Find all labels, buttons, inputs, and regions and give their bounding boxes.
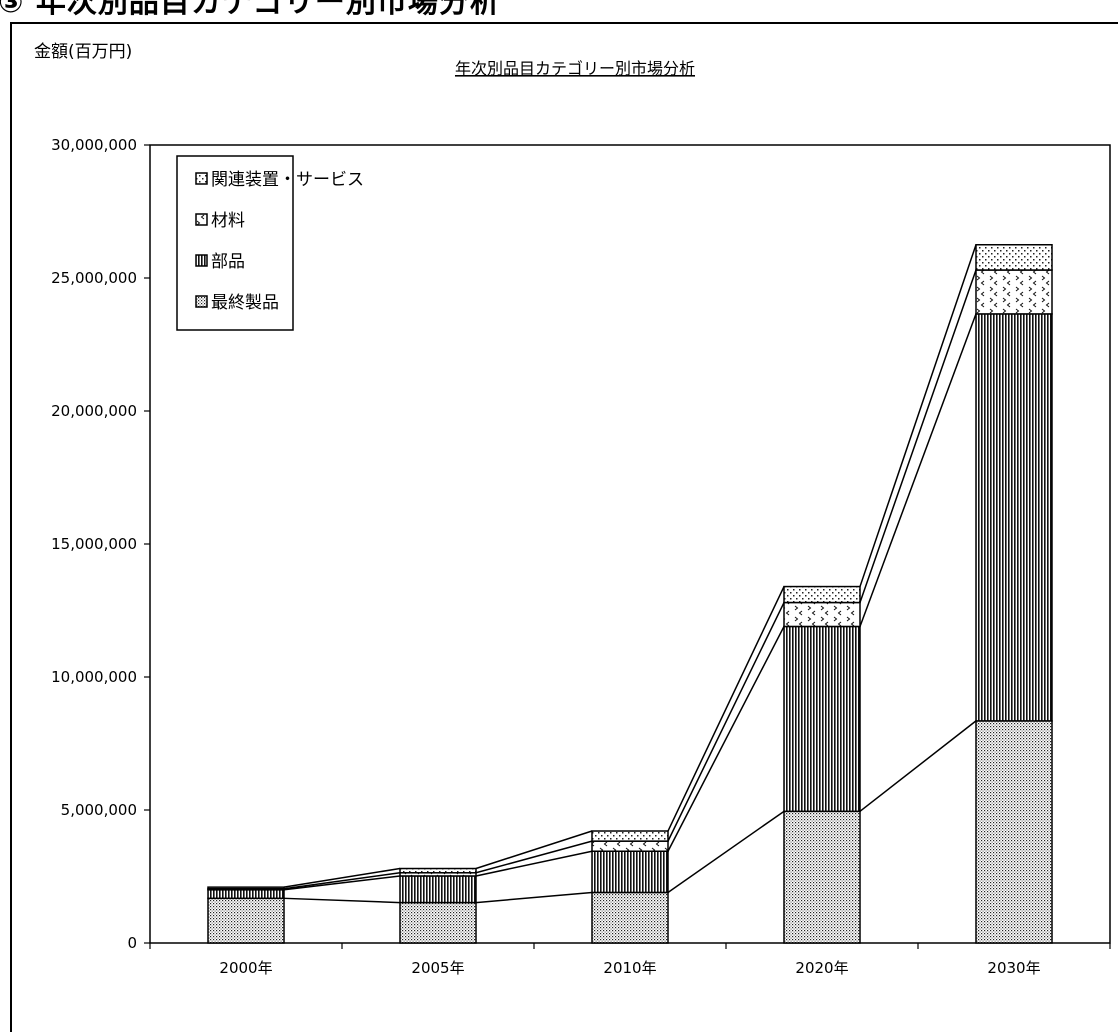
bar-segment-2005-series-4 — [399, 867, 477, 874]
legend-label: 材料 — [211, 211, 245, 231]
y-tick-label: 15,000,000 — [51, 535, 137, 553]
bar-segment-2030-series-3 — [975, 269, 1053, 315]
x-tick-label: 2020年 — [795, 959, 848, 977]
bar-segment-2030-series-1 — [975, 720, 1053, 944]
legend-swatch — [195, 254, 208, 267]
y-tick-label: 10,000,000 — [51, 668, 137, 686]
series-line-2 — [667, 626, 785, 852]
legend-label: 関連装置・サービス — [211, 170, 364, 190]
series-line-4 — [667, 586, 785, 832]
y-axis-unit-label: 金額(百万円) — [34, 42, 133, 62]
series-line-4 — [475, 830, 593, 870]
bar-segment-2005-series-2 — [399, 875, 477, 904]
y-tick-label: 30,000,000 — [51, 136, 137, 154]
bar-segment-2010-series-2 — [591, 850, 669, 894]
legend-swatch — [195, 172, 208, 185]
series-line-2 — [859, 313, 977, 627]
legend-label: 最終製品 — [211, 293, 279, 313]
series-line-3 — [859, 269, 977, 603]
bar-segment-2020-series-3 — [783, 601, 861, 628]
bar-segment-2020-series-1 — [783, 810, 861, 944]
series-line-3 — [667, 602, 785, 842]
series-line-4 — [859, 244, 977, 587]
y-tick-label: 20,000,000 — [51, 402, 137, 420]
bar-segment-2010-series-3 — [591, 840, 669, 852]
legend-swatch — [195, 213, 208, 226]
plot-area — [149, 144, 1111, 944]
bar-segment-2020-series-2 — [783, 625, 861, 813]
chart-frame — [10, 22, 1118, 1032]
x-tick-label: 2000年 — [219, 959, 272, 977]
bar-segment-2005-series-1 — [399, 901, 477, 944]
bar-segment-2000-series-2 — [207, 889, 285, 900]
legend-swatch — [195, 295, 208, 308]
bar-segment-2010-series-4 — [591, 830, 669, 842]
bar-segment-2030-series-2 — [975, 313, 1053, 722]
series-line-3 — [283, 872, 401, 890]
series-connector-lines — [283, 244, 977, 904]
y-tick-label: 5,000,000 — [61, 801, 137, 819]
x-tick-label: 2030年 — [987, 959, 1040, 977]
bar-segment-2020-series-4 — [783, 585, 861, 604]
bar-segment-2010-series-1 — [591, 891, 669, 944]
y-axis: 0 5,000,000 10,000,000 15,000,000 20,000,000… — [51, 136, 150, 952]
y-tick-label: 0 — [127, 934, 137, 952]
bar-segment-2030-series-4 — [975, 244, 1053, 271]
series-line-4 — [283, 867, 401, 888]
series-line-1 — [859, 720, 977, 812]
x-axis: 2000年 2005年 2010年 2020年 2030年 — [149, 943, 1111, 977]
series-line-1 — [283, 897, 401, 904]
bar-segment-2000-series-1 — [207, 897, 285, 944]
series-line-1 — [475, 891, 593, 904]
series-line-2 — [283, 875, 401, 891]
legend-label: 部品 — [211, 252, 245, 272]
series-line-3 — [475, 840, 593, 874]
bar-stack-group — [207, 244, 1053, 944]
y-tick-label: 25,000,000 — [51, 269, 137, 287]
x-tick-label: 2005年 — [411, 959, 464, 977]
series-line-2 — [475, 850, 593, 877]
bar-segment-2000-series-4 — [207, 886, 285, 890]
x-tick-label: 2010年 — [603, 959, 656, 977]
series-line-1 — [667, 810, 785, 894]
chart-title: 年次別品目カテゴリー別市場分析 — [455, 59, 695, 78]
page-heading: ③ 年次別品目カテゴリー別市場分析 — [0, 0, 501, 20]
